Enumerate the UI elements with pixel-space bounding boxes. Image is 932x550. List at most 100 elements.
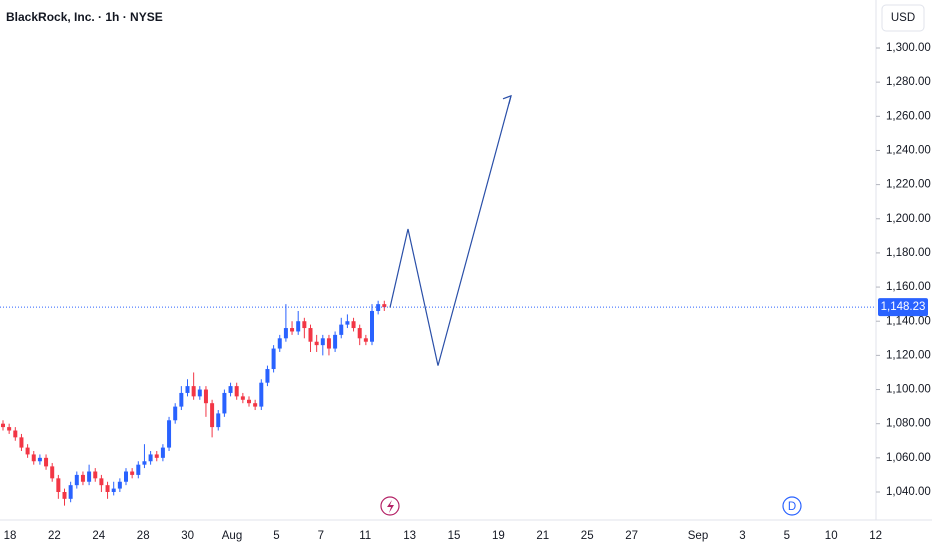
candle-body [124, 471, 128, 482]
y-tick-label: 1,160.00 [886, 281, 931, 293]
currency-label[interactable]: USD [891, 12, 915, 24]
candle-body [179, 392, 184, 407]
y-tick-label: 1,100.00 [886, 384, 931, 396]
lightning-glyph [387, 500, 394, 513]
candle-body [160, 447, 165, 458]
candle-body [56, 478, 61, 492]
x-tick-label: 19 [492, 530, 505, 542]
candle-body [283, 328, 288, 339]
candle-body [351, 321, 356, 329]
y-tick-label: 1,080.00 [886, 418, 931, 430]
candle-body [191, 386, 196, 397]
candle-body [314, 341, 319, 346]
y-tick-label: 1,200.00 [886, 213, 931, 225]
candle-body [37, 457, 42, 462]
chart-title: BlackRock, Inc. · 1h · NYSE [6, 10, 163, 24]
candle-body [62, 491, 67, 499]
x-tick-label: 10 [825, 530, 838, 542]
candle-body [222, 392, 227, 414]
y-tick-label: 1,240.00 [886, 144, 931, 156]
candle-body [277, 338, 282, 349]
x-tick-label: 22 [48, 530, 61, 542]
y-tick-label: 1,060.00 [886, 452, 931, 464]
y-tick-label: 1,220.00 [886, 179, 931, 191]
candle-body [253, 403, 258, 407]
dividend-event-label[interactable]: D [788, 501, 796, 513]
candle-body [31, 454, 36, 462]
candle-body [50, 466, 55, 479]
candle-body [357, 328, 362, 339]
projection-arrowhead [502, 94, 512, 104]
candle-body [320, 338, 325, 346]
y-tick-label: 1,180.00 [886, 247, 931, 259]
x-tick-label: 27 [625, 530, 638, 542]
last-price-label: 1,148.23 [881, 301, 926, 313]
dividend-event-icon[interactable] [782, 496, 802, 516]
x-tick-label: 7 [318, 530, 324, 542]
x-tick-label: 11 [359, 530, 371, 542]
candle-body [154, 454, 159, 458]
x-tick-label: 25 [581, 530, 594, 542]
candle-body [197, 389, 202, 397]
candle-body [210, 403, 215, 428]
candle-body [68, 485, 73, 499]
x-tick-label: 15 [448, 530, 461, 542]
candle-body [259, 382, 264, 407]
candle-body [265, 369, 270, 383]
candle-body [370, 310, 374, 342]
candle-body [247, 399, 251, 404]
x-tick-label: 18 [4, 530, 17, 542]
candle-body [44, 457, 49, 467]
candle-body [240, 396, 245, 400]
candle-body [302, 321, 307, 329]
x-tick-label: 5 [273, 530, 279, 542]
candle-body [234, 386, 239, 397]
candle-body [7, 427, 12, 431]
y-tick-label: 1,040.00 [886, 486, 931, 498]
x-tick-label: 13 [403, 530, 416, 542]
candle-body [74, 474, 79, 486]
candle-body [93, 471, 98, 479]
candle-body [326, 338, 331, 349]
candle-body [173, 406, 178, 421]
candle-body [333, 334, 338, 349]
x-tick-label: 30 [181, 530, 194, 542]
x-tick-label: 28 [137, 530, 150, 542]
x-tick-label: 24 [92, 530, 105, 542]
candle-body [1, 423, 5, 428]
candle-body [117, 481, 122, 489]
candle-body [25, 447, 30, 455]
candle-body [105, 485, 110, 492]
x-tick-label: 12 [869, 530, 882, 542]
candle-body [216, 413, 221, 428]
x-tick-label: Aug [222, 530, 242, 542]
y-tick-label: 1,120.00 [886, 349, 931, 361]
y-tick-label: 1,280.00 [886, 76, 931, 88]
candle-body [228, 386, 233, 393]
candle-body [185, 386, 190, 393]
candle-body [87, 471, 92, 482]
y-tick-label: 1,140.00 [886, 315, 931, 327]
candle-body [19, 437, 24, 448]
candle-body [203, 389, 208, 404]
candle-body [111, 488, 116, 492]
candle-body [136, 464, 141, 475]
candle-body [382, 304, 387, 308]
last-price-box [878, 298, 928, 317]
candle-body [345, 321, 350, 325]
candle-body [296, 321, 301, 332]
x-tick-label: 21 [536, 530, 549, 542]
x-tick-label: 3 [739, 530, 745, 542]
candle-body [271, 348, 276, 370]
candle-body [80, 474, 85, 482]
candle-body [339, 324, 344, 335]
projection-line [389, 95, 512, 366]
candle-body [308, 328, 313, 342]
candle-body [99, 478, 104, 486]
y-tick-label: 1,260.00 [886, 110, 931, 122]
candle-body [290, 328, 295, 332]
currency-button[interactable] [881, 4, 925, 32]
